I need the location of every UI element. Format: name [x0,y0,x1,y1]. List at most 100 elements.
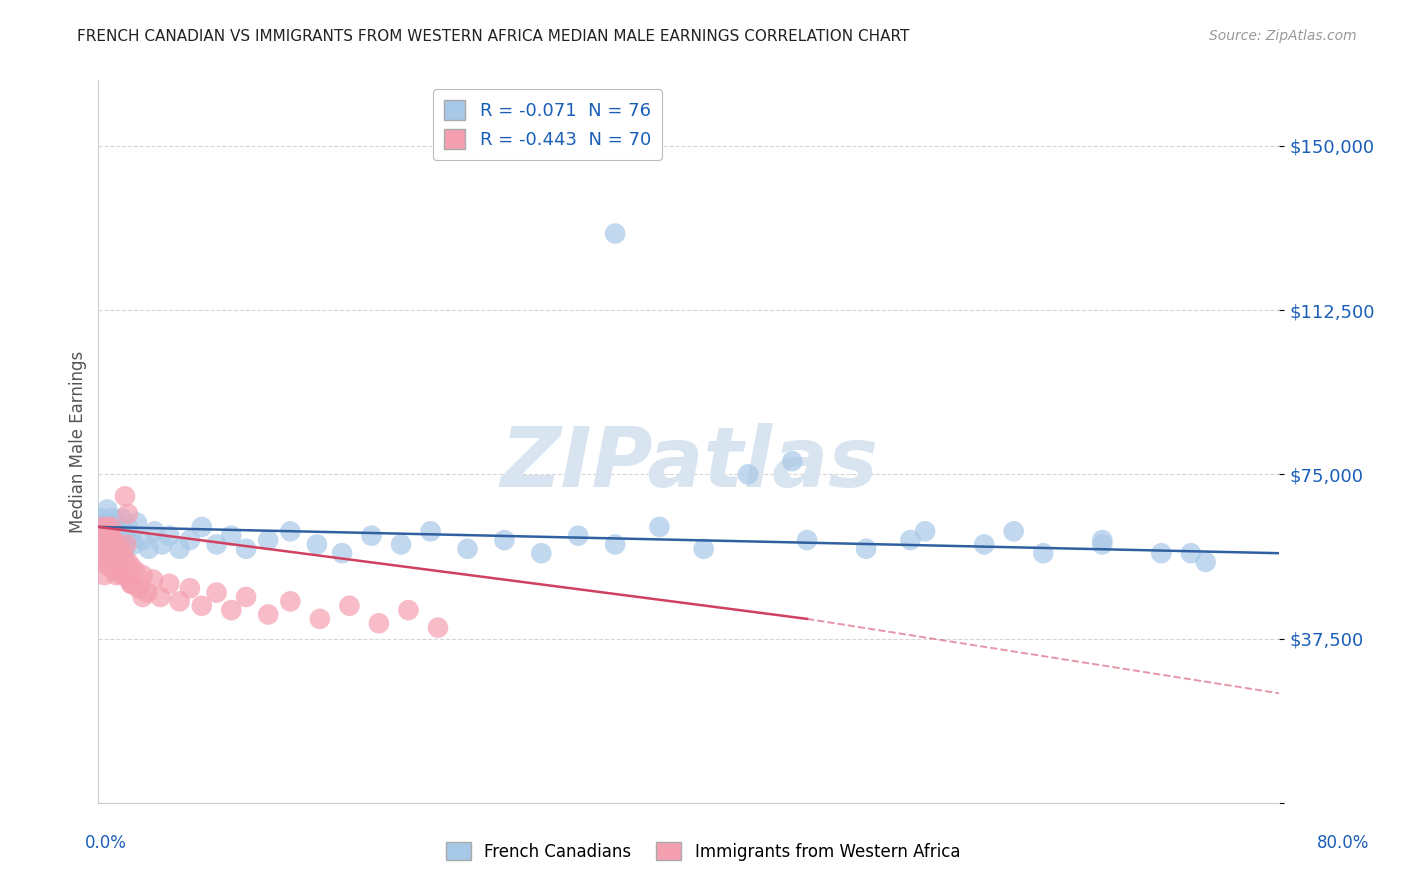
Point [90,541,112,556]
Point [105,516,128,530]
Point [114,489,136,503]
Point [112,550,135,565]
Point [91,529,114,543]
Point [205,537,228,551]
Point [112,524,135,539]
Point [900,533,922,547]
Point [179,533,201,547]
Y-axis label: Median Male Earnings: Median Male Earnings [69,351,87,533]
Point [179,581,201,595]
Point [111,568,134,582]
Point [111,537,134,551]
Point [1150,546,1173,560]
Point [191,599,214,613]
Point [96,524,118,539]
Point [120,529,142,543]
Point [94,529,117,543]
Point [330,546,353,560]
Point [221,603,243,617]
Point [605,537,627,551]
Point [389,537,412,551]
Point [105,568,128,582]
Point [97,537,120,551]
Point [110,529,132,543]
Point [855,541,877,556]
Point [98,520,121,534]
Point [419,524,441,539]
Point [90,511,112,525]
Point [100,537,122,551]
Point [494,533,516,547]
Text: Source: ZipAtlas.com: Source: ZipAtlas.com [1209,29,1357,43]
Point [104,524,127,539]
Point [280,594,302,608]
Point [117,507,139,521]
Point [157,577,180,591]
Point [107,537,129,551]
Point [103,533,125,547]
Point [125,516,148,530]
Point [91,555,114,569]
Point [104,541,127,556]
Point [457,541,479,556]
Point [280,524,302,539]
Point [96,502,118,516]
Point [221,529,243,543]
Point [143,524,166,539]
Point [93,546,115,560]
Point [100,511,122,525]
Point [122,537,145,551]
Point [149,590,172,604]
Point [339,599,361,613]
Point [132,568,155,582]
Point [89,550,111,565]
Point [94,555,117,569]
Point [124,564,146,578]
Point [93,541,115,556]
Point [1032,546,1054,560]
Point [97,541,120,556]
Point [105,550,128,565]
Point [100,529,122,543]
Point [103,533,125,547]
Point [103,546,125,560]
Point [97,533,120,547]
Point [120,559,142,574]
Legend: R = -0.071  N = 76, R = -0.443  N = 70: R = -0.071 N = 76, R = -0.443 N = 70 [433,89,662,160]
Point [90,546,112,560]
Point [309,612,332,626]
Point [132,590,155,604]
Text: ZIPatlas: ZIPatlas [501,423,877,504]
Point [305,537,328,551]
Point [94,516,117,530]
Text: 80.0%: 80.0% [1316,834,1369,852]
Point [257,533,280,547]
Point [90,520,112,534]
Point [567,529,589,543]
Point [108,555,131,569]
Point [138,541,160,556]
Point [93,529,115,543]
Point [107,533,129,547]
Point [1180,546,1202,560]
Point [114,568,136,582]
Point [120,577,142,591]
Point [605,227,627,241]
Point [693,541,716,556]
Point [108,555,131,569]
Point [118,573,141,587]
Point [94,533,117,547]
Point [98,546,121,560]
Point [97,559,120,574]
Point [191,520,214,534]
Point [115,533,138,547]
Point [114,541,136,556]
Point [105,546,128,560]
Point [96,520,118,534]
Point [368,616,391,631]
Point [89,533,111,547]
Point [530,546,553,560]
Point [117,555,139,569]
Point [93,568,115,582]
Point [98,529,121,543]
